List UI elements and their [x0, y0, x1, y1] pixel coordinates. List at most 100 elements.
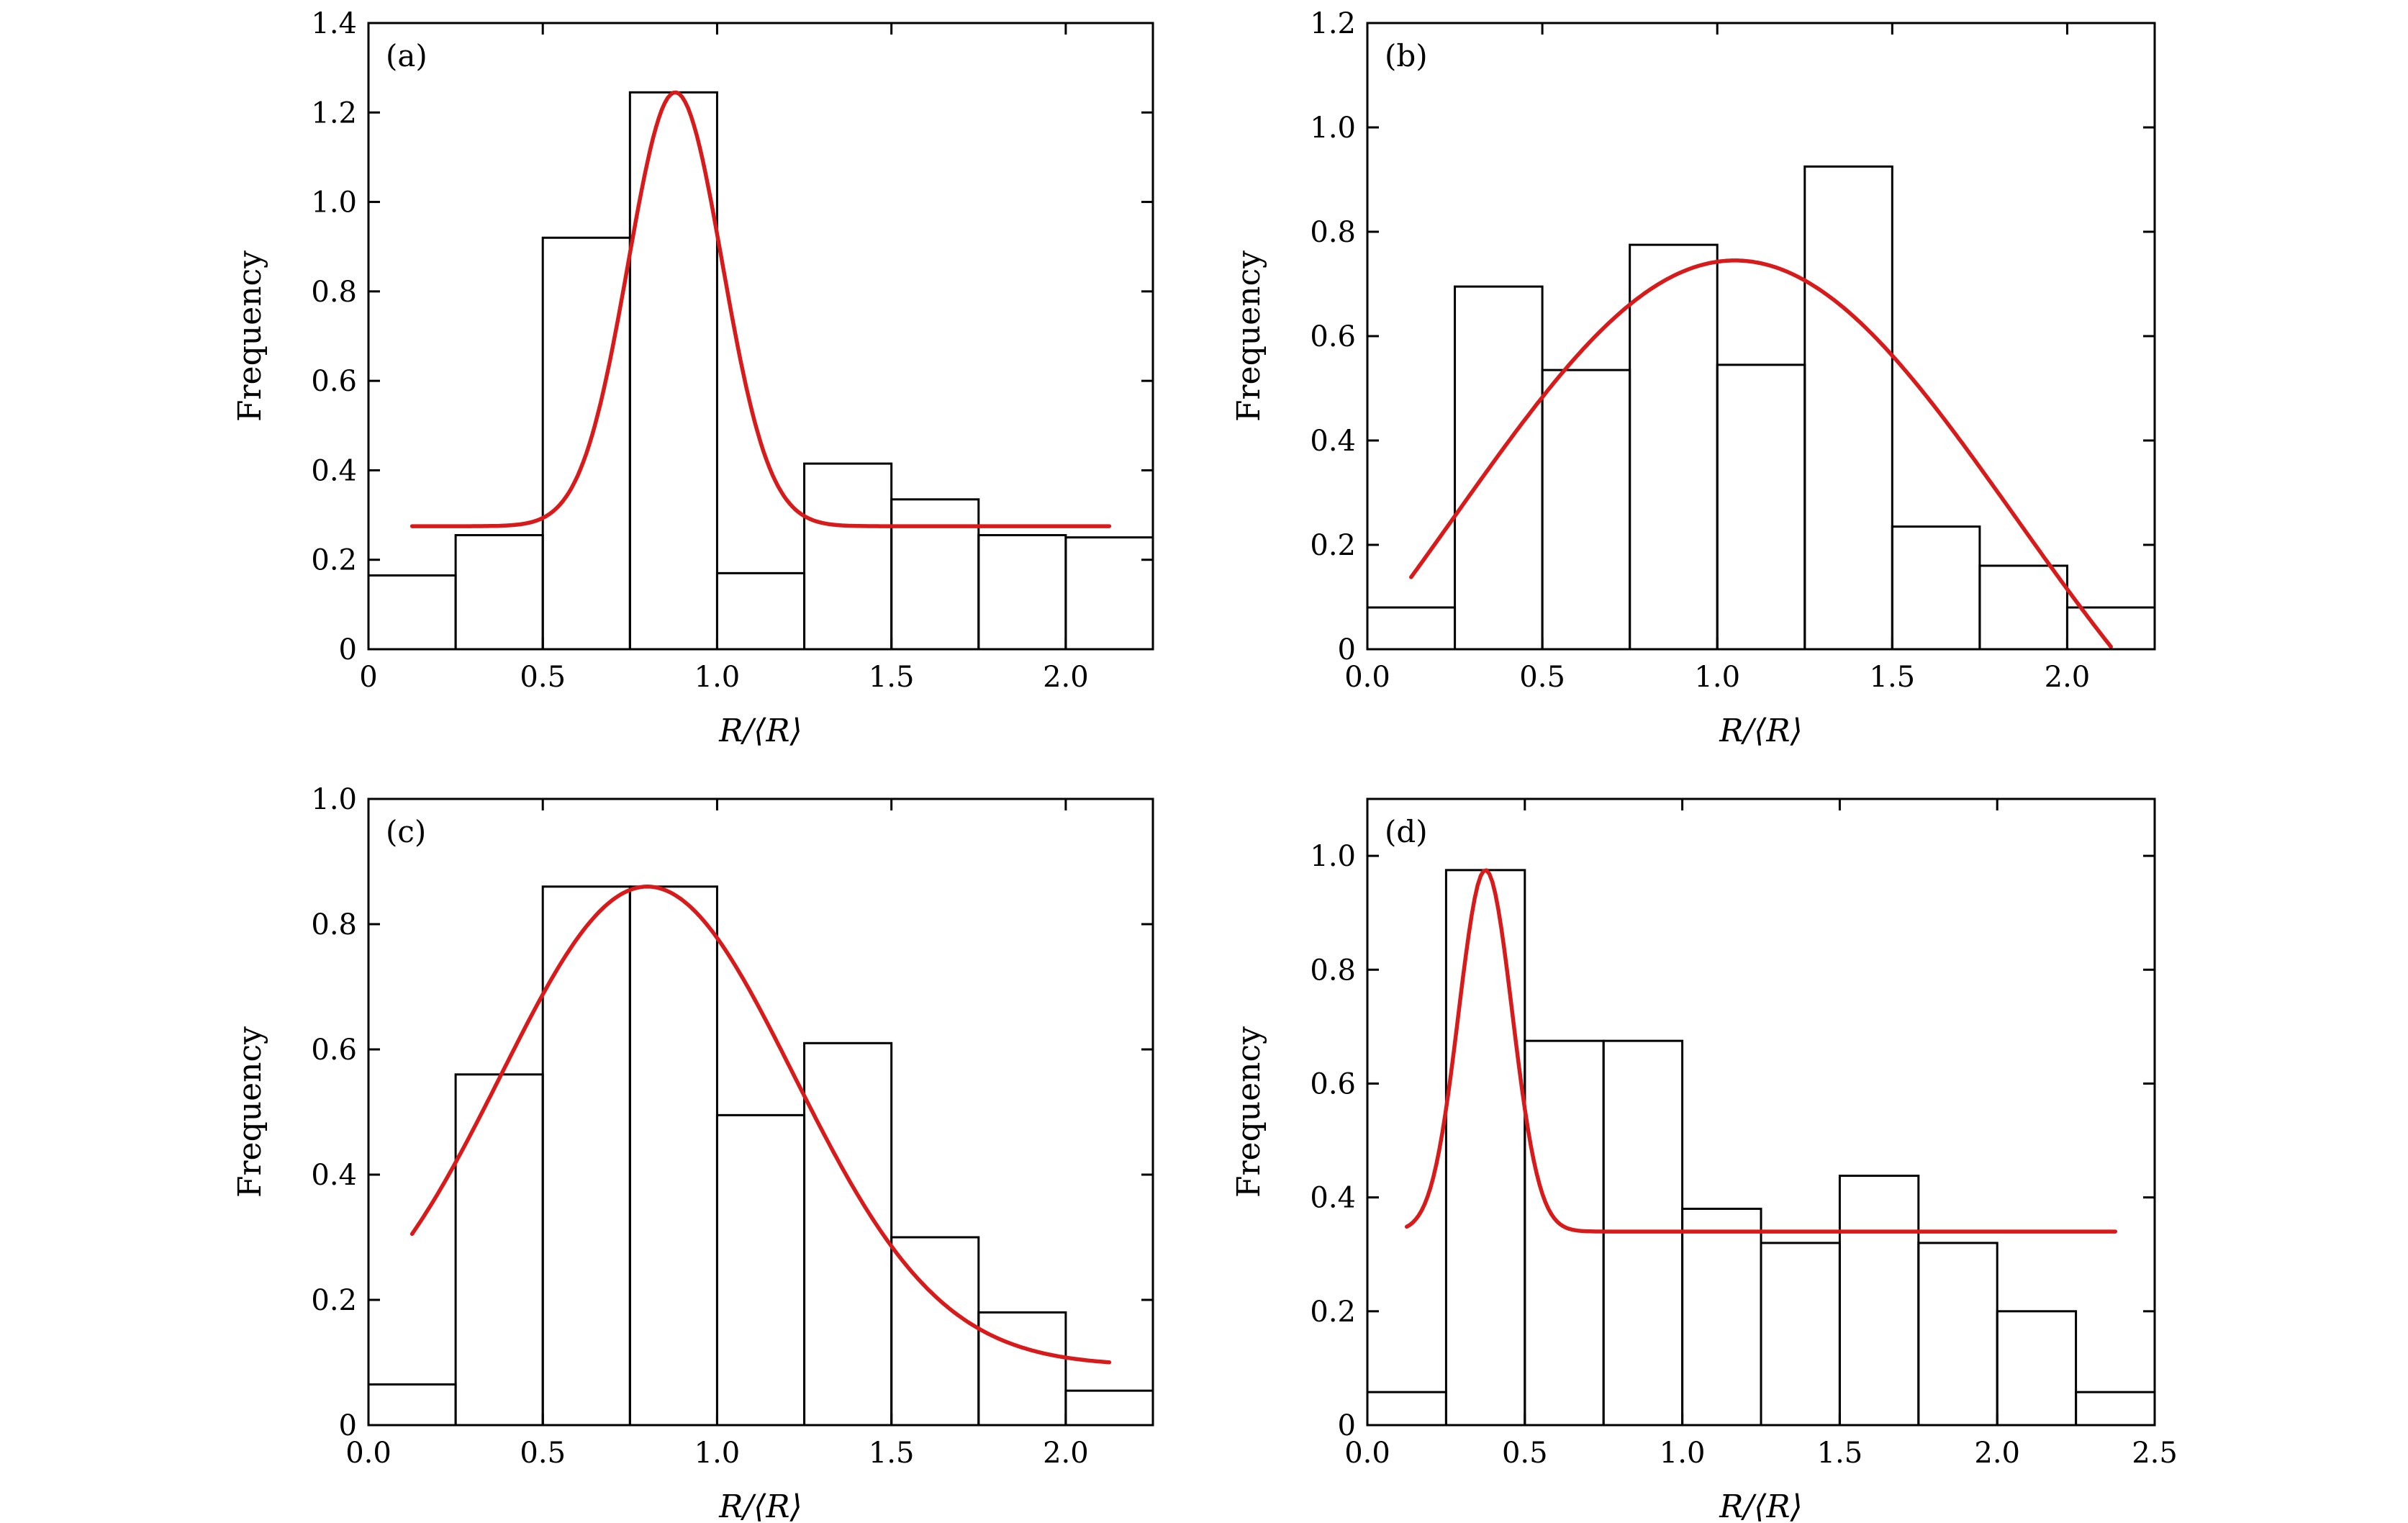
y-tick-label: 1.0 — [311, 186, 357, 220]
histogram-bar — [803, 1041, 893, 1427]
histogram-bar — [1838, 1175, 1920, 1427]
x-tick-label: 2.0 — [1043, 661, 1089, 694]
panel-label: (b) — [1385, 38, 1428, 73]
y-tick-label: 1.2 — [311, 96, 357, 130]
panel-label: (a) — [386, 38, 427, 73]
histogram-bar — [977, 1311, 1067, 1427]
y-tick-label: 0.8 — [311, 276, 357, 309]
y-tick-label: 0.6 — [311, 1034, 357, 1067]
histogram-bar — [1541, 369, 1631, 651]
y-tick-label: 0.4 — [311, 1159, 357, 1192]
x-tick-label: 0.5 — [1519, 661, 1565, 694]
histogram-bar — [1803, 165, 1893, 651]
x-tick-label: 2.0 — [2045, 661, 2091, 694]
x-tick-label: 1.5 — [869, 1437, 915, 1470]
y-tick-label: 1.2 — [1310, 7, 1356, 40]
panel-a: 0 0.5 1.0 1.5 2.0 0 0.2 0.4 0.6 0.8 1.0 1.2 1.4 R/⟨R⟩… — [232, 7, 1154, 749]
x-tick-label: 1.0 — [1660, 1437, 1706, 1470]
panel-label: (d) — [1385, 814, 1428, 849]
fit-curve — [1404, 868, 2118, 1234]
x-tick-label: 1.5 — [1817, 1437, 1863, 1470]
plot-frame — [1366, 22, 2156, 651]
y-tick-label: 1.0 — [1310, 840, 1356, 873]
histogram-bar — [1978, 564, 2068, 651]
y-axis-title: Frequency — [232, 1026, 268, 1198]
fit-curve — [1409, 258, 2113, 649]
fit-curve — [409, 90, 1112, 528]
x-tick-label: 0.0 — [1344, 1437, 1390, 1470]
x-tick-label: 2.0 — [1974, 1437, 2020, 1470]
histogram-bar — [454, 1073, 544, 1427]
y-tick-label: 0.2 — [311, 544, 357, 577]
histogram-bar — [454, 534, 544, 651]
histogram-bar — [1760, 1242, 1841, 1427]
histogram-bar — [367, 1383, 457, 1427]
y-tick-label: 0.4 — [1310, 1182, 1356, 1215]
panel-label: (c) — [386, 814, 426, 849]
x-tick-label: 0.5 — [520, 1437, 566, 1470]
x-tick-label: 1.0 — [1694, 661, 1740, 694]
y-tick-label: 0.2 — [311, 1284, 357, 1317]
y-tick-label: 0.8 — [1310, 954, 1356, 987]
histogram-bar — [628, 885, 718, 1427]
histogram-bar — [1681, 1207, 1762, 1427]
histogram-bar — [715, 1113, 806, 1427]
x-axis-title: R/⟨R⟩ — [718, 1488, 802, 1523]
y-tick-label: 1.0 — [1310, 112, 1356, 145]
y-axis-title: Frequency — [1231, 250, 1267, 422]
histogram-bar — [715, 571, 806, 651]
y-tick-label: 0 — [339, 633, 357, 666]
histogram-bar — [1996, 1310, 2078, 1427]
histogram-bar — [803, 462, 893, 651]
x-tick-label: 2.5 — [2132, 1437, 2178, 1470]
histogram-bar — [541, 885, 631, 1427]
plot-frame — [367, 22, 1154, 651]
x-tick-label: 0.5 — [1502, 1437, 1548, 1470]
fit-curve — [409, 885, 1112, 1365]
panel-b: 0.0 0.5 1.0 1.5 2.0 0 0.2 0.4 0.6 0.8 1.0 1.2 R/⟨R⟩ F… — [1231, 7, 2156, 749]
y-tick-label: 0 — [1338, 1409, 1356, 1442]
x-tick-label: 0.5 — [520, 661, 566, 694]
x-tick-label: 0 — [359, 661, 377, 694]
y-tick-label: 0.6 — [1310, 320, 1356, 353]
x-tick-label: 1.5 — [869, 661, 915, 694]
histogram-bar — [1064, 536, 1154, 651]
y-tick-label: 0.2 — [1310, 529, 1356, 562]
y-tick-label: 0.8 — [1310, 216, 1356, 249]
histogram-bar — [1366, 606, 1457, 651]
x-axis-title: R/⟨R⟩ — [1719, 1488, 1802, 1523]
y-tick-label: 0 — [339, 1409, 357, 1442]
histogram-bar — [1444, 869, 1526, 1427]
y-tick-label: 0.8 — [311, 908, 357, 941]
panel-c: 0.0 0.5 1.0 1.5 2.0 0 0.2 0.4 0.6 0.8 1.0 R/⟨R⟩ Freq… — [232, 783, 1154, 1523]
histogram-bar — [2065, 606, 2156, 651]
histogram-bar — [1064, 1389, 1154, 1427]
y-tick-label: 0 — [1338, 633, 1356, 666]
histogram-bar — [541, 236, 631, 651]
x-axis-title: R/⟨R⟩ — [718, 713, 802, 749]
histogram-bar — [977, 534, 1067, 651]
y-axis-title: Frequency — [1231, 1026, 1267, 1198]
histogram-bar — [1891, 525, 1981, 651]
x-axis-title: R/⟨R⟩ — [1719, 713, 1802, 749]
x-tick-label: 0.0 — [1344, 661, 1390, 694]
y-tick-label: 0.2 — [1310, 1296, 1356, 1329]
y-axis-title: Frequency — [232, 250, 268, 422]
x-tick-label: 2.0 — [1043, 1437, 1089, 1470]
histogram-bar — [2075, 1391, 2156, 1427]
y-tick-label: 0.6 — [1310, 1067, 1356, 1101]
histogram-bar — [367, 574, 457, 651]
x-tick-label: 1.0 — [694, 1437, 741, 1470]
y-tick-label: 0.4 — [311, 454, 357, 487]
x-tick-label: 0.0 — [345, 1437, 391, 1470]
y-tick-label: 1.0 — [311, 783, 357, 816]
plot-frame — [367, 797, 1154, 1427]
x-tick-label: 1.0 — [694, 661, 741, 694]
histogram-bar — [1917, 1242, 1999, 1427]
histogram-bar — [1629, 243, 1719, 651]
plot-frame — [1366, 797, 2156, 1427]
y-tick-label: 1.4 — [311, 7, 357, 40]
x-tick-label: 1.5 — [1870, 661, 1916, 694]
histogram-bar — [890, 498, 980, 651]
